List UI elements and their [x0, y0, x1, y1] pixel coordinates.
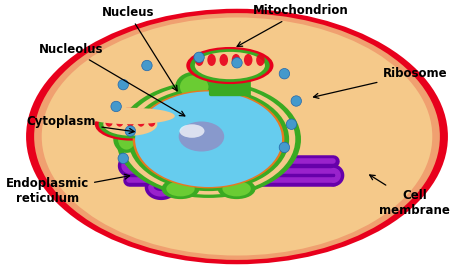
- Ellipse shape: [232, 54, 240, 66]
- Text: Mitochondrion: Mitochondrion: [237, 4, 349, 46]
- Text: Cytoplasm: Cytoplasm: [27, 115, 134, 133]
- Ellipse shape: [244, 54, 253, 66]
- Ellipse shape: [195, 52, 265, 79]
- Ellipse shape: [148, 117, 155, 127]
- Text: Cell
membrane: Cell membrane: [370, 175, 450, 217]
- Ellipse shape: [116, 117, 123, 127]
- Circle shape: [142, 60, 152, 71]
- Circle shape: [232, 58, 242, 68]
- Ellipse shape: [180, 75, 209, 98]
- Ellipse shape: [186, 47, 273, 84]
- Circle shape: [279, 142, 290, 153]
- Ellipse shape: [207, 54, 216, 66]
- Ellipse shape: [113, 126, 140, 153]
- Ellipse shape: [195, 54, 204, 66]
- Ellipse shape: [154, 152, 353, 190]
- Ellipse shape: [86, 108, 175, 124]
- Ellipse shape: [222, 181, 251, 196]
- Ellipse shape: [116, 81, 301, 198]
- Text: Endoplasmic
reticulum: Endoplasmic reticulum: [6, 174, 129, 205]
- Text: Nucleolus: Nucleolus: [39, 43, 185, 116]
- Ellipse shape: [127, 117, 134, 127]
- Ellipse shape: [190, 49, 270, 82]
- Ellipse shape: [180, 124, 204, 138]
- Circle shape: [286, 119, 297, 129]
- Circle shape: [194, 52, 204, 63]
- FancyBboxPatch shape: [209, 79, 251, 96]
- Ellipse shape: [105, 117, 113, 127]
- Ellipse shape: [204, 72, 242, 102]
- Ellipse shape: [95, 108, 166, 141]
- Ellipse shape: [99, 110, 162, 138]
- Circle shape: [118, 153, 128, 164]
- Circle shape: [111, 101, 121, 112]
- Ellipse shape: [122, 84, 295, 195]
- Ellipse shape: [256, 54, 264, 66]
- Ellipse shape: [175, 72, 213, 102]
- Ellipse shape: [166, 181, 195, 196]
- Circle shape: [118, 79, 128, 90]
- Ellipse shape: [118, 129, 135, 150]
- Ellipse shape: [42, 17, 432, 256]
- Circle shape: [125, 126, 136, 136]
- Ellipse shape: [209, 75, 237, 98]
- Ellipse shape: [103, 113, 157, 136]
- Ellipse shape: [218, 178, 255, 199]
- Text: Ribosome: Ribosome: [313, 67, 447, 98]
- Ellipse shape: [162, 178, 200, 199]
- Ellipse shape: [179, 121, 224, 152]
- Ellipse shape: [128, 87, 289, 191]
- Circle shape: [291, 96, 301, 106]
- Ellipse shape: [137, 117, 145, 127]
- Text: Nucleus: Nucleus: [102, 6, 177, 91]
- Ellipse shape: [34, 13, 440, 260]
- Circle shape: [279, 69, 290, 79]
- Ellipse shape: [133, 90, 284, 188]
- Ellipse shape: [219, 54, 228, 66]
- Ellipse shape: [26, 9, 448, 264]
- Ellipse shape: [135, 91, 282, 187]
